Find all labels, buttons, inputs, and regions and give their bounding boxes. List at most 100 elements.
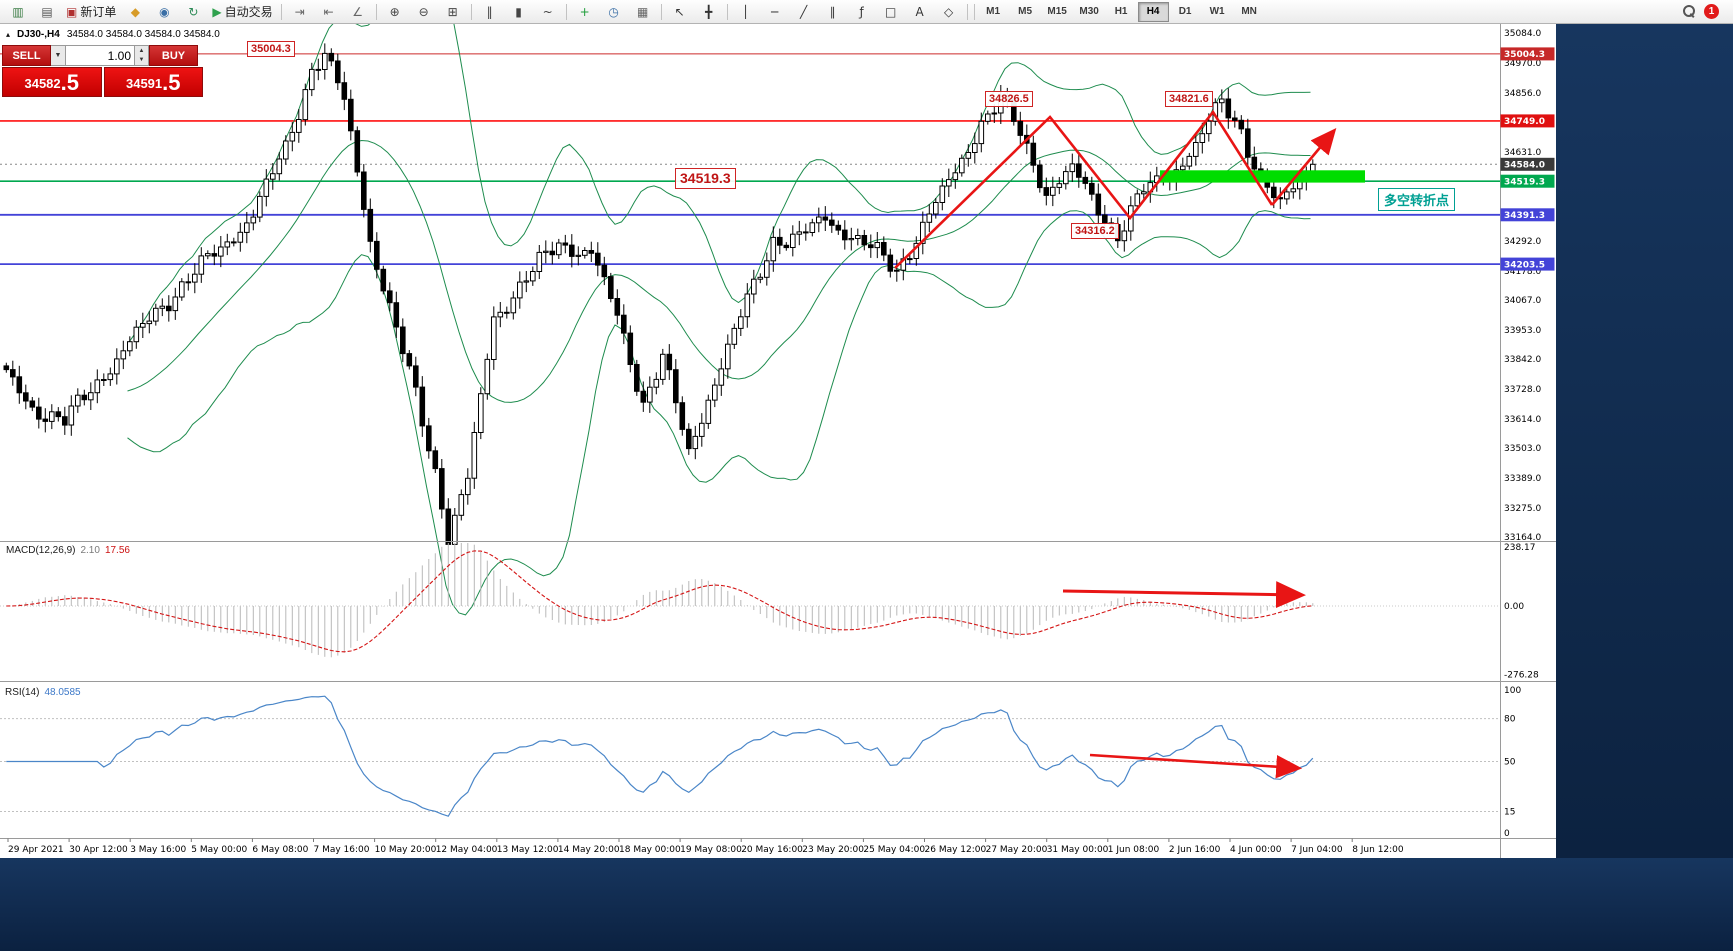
line-chart-type-icon[interactable]: ~ [534,1,562,23]
buy-price-base: 34591 [125,76,163,91]
macd-name: MACD(12,26,9) [6,545,76,556]
buy-price-button[interactable]: 34591 .5 [103,67,203,97]
mql5-market-icon[interactable]: ◆ [121,1,149,23]
vertical-line-icon[interactable]: │ [732,1,760,23]
zoom-out-icon[interactable]: ⊖ [410,1,438,23]
svg-text:13 May 12:00: 13 May 12:00 [497,845,559,855]
text-icon[interactable]: A [906,1,934,23]
crosshair-icon-glyph: ╋ [704,4,713,19]
angle-tool-icon[interactable]: ∠ [344,1,372,23]
svg-text:80: 80 [1504,715,1516,725]
toolbar: ▥ ▤ ▣ 新订单 ◆ ◉ ↻ ▶ 自动交易 ⇥ ⇤ ∠ ⊕ ⊖ ⊞ ‖ ▮ ~ + ◷ ▦ ↖ ╋ │ ─ ╱ ∥ ƒ □ A ◇ M1 M… [0,0,1733,24]
svg-text:34067.0: 34067.0 [1504,296,1541,306]
timeframe-M30[interactable]: M30 [1079,6,1099,17]
notification-badge[interactable]: 1 [1704,4,1719,19]
svg-text:10 May 20:00: 10 May 20:00 [375,845,437,855]
autotrading-button-glyph: ▶ [212,4,222,19]
templates-icon[interactable]: ▦ [629,1,657,23]
timeframe-M5[interactable]: M5 [1018,6,1033,17]
timeframe-D1[interactable]: D1 [1178,6,1192,17]
macd-main-value: 2.10 [80,545,100,556]
periods-icon[interactable]: ◷ [600,1,628,23]
toolbar-separator [973,3,975,20]
timeframe-M1[interactable]: M1 [986,6,1001,17]
shapes-icon[interactable]: □ [877,1,905,23]
charts-icon[interactable]: ▥ [4,1,32,23]
periods-icon-glyph: ◷ [608,4,619,19]
toolbar-main-group: ▥ ▤ ▣ 新订单 ◆ ◉ ↻ ▶ 自动交易 ⇥ ⇤ ∠ ⊕ ⊖ ⊞ ‖ ▮ ~ + ◷ ▦ ↖ ╋ │ ─ ╱ ∥ ƒ □ A ◇ [4,1,971,23]
sell-price-base: 34582 [24,76,61,91]
cursor-icon[interactable]: ↖ [666,1,694,23]
search-icon[interactable] [1683,5,1696,18]
autotrading-button[interactable]: ▶ 自动交易 [208,1,276,23]
toolbar-separator [375,3,377,20]
macd-trend-arrow [1062,581,1306,609]
community-icon-glyph: ◉ [159,4,170,19]
svg-text:34178.0: 34178.0 [1504,267,1541,277]
vertical-line-icon-glyph: │ [741,4,750,19]
refresh-icon[interactable]: ↻ [179,1,207,23]
cursor-icon-glyph: ↖ [674,4,685,19]
community-icon[interactable]: ◉ [150,1,178,23]
macd-axis-labels: 238.17 0.00 -276.28 [1504,543,1539,680]
buy-button[interactable]: BUY [149,45,198,66]
new-order-button[interactable]: ▣ 新订单 [62,1,120,23]
panel-separators[interactable] [0,24,1556,858]
chart-canvas[interactable]: 35084.0 34970.0 34856.0 34631.0 34292.0 34178… [0,24,1556,858]
tile-windows-icon[interactable]: ⊞ [439,1,467,23]
candle-chart-type-icon[interactable]: ▮ [505,1,533,23]
new-order-button-label: 新订单 [80,5,117,19]
channel-icon[interactable]: ∥ [819,1,847,23]
svg-text:34970.0: 34970.0 [1504,59,1541,69]
macd-indicator-label: MACD(12,26,9) 2.10 17.56 [6,545,130,556]
svg-text:25 May 04:00: 25 May 04:00 [863,845,925,855]
svg-text:50: 50 [1504,758,1516,768]
market-watch-icon[interactable]: ▤ [33,1,61,23]
timeframe-M15[interactable]: M15 [1047,6,1067,17]
timeframe-H4[interactable]: H4 [1137,1,1169,22]
trendline-icon[interactable]: ╱ [790,1,818,23]
timeframe-group: M1 M5 M15 M30 H1 H4 D1 W1 MN [978,1,1265,22]
sell-button[interactable]: SELL [2,45,51,66]
rsi-line [6,695,1314,817]
svg-text:8 Jun 12:00: 8 Jun 12:00 [1352,845,1404,855]
svg-text:34856.0: 34856.0 [1504,89,1541,99]
rsi-level-lines [0,718,1500,812]
svg-text:33389.0: 33389.0 [1504,474,1541,484]
svg-text:33275.0: 33275.0 [1504,504,1541,514]
autoscroll-icon[interactable]: ⇥ [286,1,314,23]
buy-price-frac: .5 [162,70,181,95]
timeframe-MN[interactable]: MN [1241,6,1257,17]
svg-text:35004.3: 35004.3 [1504,50,1545,60]
timeframe-H1[interactable]: H1 [1114,6,1128,17]
add-indicator-icon[interactable]: + [571,1,599,23]
toolbar-separator [470,3,472,20]
bar-chart-type-icon[interactable]: ‖ [476,1,504,23]
price-axis-labels: 35084.0 34970.0 34856.0 34631.0 34292.0 34178… [1504,29,1541,543]
arrow-tools-icon[interactable]: ◇ [935,1,963,23]
volume-dropdown-icon[interactable]: ▼ [51,45,66,66]
toolbar-separator [660,3,662,20]
chart-shift-icon[interactable]: ⇤ [315,1,343,23]
svg-text:19 May 08:00: 19 May 08:00 [680,845,742,855]
arrow-tools-icon-glyph: ◇ [943,4,954,19]
volume-stepper[interactable]: ▲ ▼ [135,45,149,66]
time-axis[interactable]: 29 Apr 2021 30 Apr 12:00 3 May 16:00 5 May … [7,838,1404,856]
price-annotation: 34519.3 [675,168,736,189]
autotrading-button-label: 自动交易 [224,5,273,19]
zoom-in-icon[interactable]: ⊕ [381,1,409,23]
volume-input[interactable] [66,45,135,66]
svg-text:34292.0: 34292.0 [1504,237,1541,247]
sell-price-button[interactable]: 34582 .5 [2,67,102,97]
turning-point-note: 多空转折点 [1378,188,1456,211]
rsi-name: RSI(14) [5,687,40,698]
crosshair-icon[interactable]: ╋ [695,1,723,23]
fibonacci-icon[interactable]: ƒ [848,1,876,23]
svg-text:1 Jun 08:00: 1 Jun 08:00 [1108,845,1160,855]
horizontal-line-icon[interactable]: ─ [761,1,789,23]
toolbar-right-group: 1 [1683,4,1729,19]
timeframe-W1[interactable]: W1 [1209,6,1225,17]
one-click-toggle-icon[interactable]: ▴ [6,30,11,39]
svg-text:20 May 16:00: 20 May 16:00 [741,845,803,855]
